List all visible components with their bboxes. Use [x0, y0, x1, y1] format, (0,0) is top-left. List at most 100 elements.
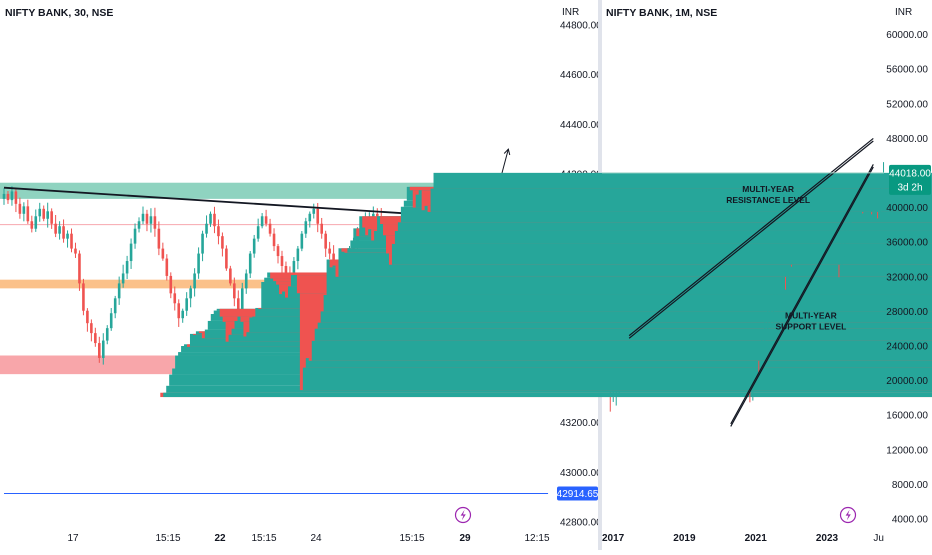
right-lightning-icon[interactable]	[839, 506, 857, 524]
candle-body	[244, 273, 248, 289]
candle-body	[62, 226, 65, 239]
candle-body	[300, 233, 304, 249]
right-channel-lines	[602, 137, 884, 427]
candle-body	[129, 243, 133, 262]
price-label: 42914.65	[557, 489, 599, 500]
candle-body	[248, 253, 252, 274]
left-time-axis[interactable]: 17 15:15 22 15:15 24 15:15 29 12:15	[67, 533, 550, 544]
candle-body	[149, 216, 153, 224]
candle-body	[430, 188, 932, 212]
candle-body	[276, 246, 280, 257]
channel-annotation: MULTI-YEAR	[785, 310, 837, 320]
price-tick-label: 8000.00	[892, 480, 929, 491]
candle-body	[324, 233, 327, 249]
time-tick-label: 15:15	[251, 533, 276, 544]
candle-body	[394, 230, 932, 244]
left-currency-label: INR	[562, 7, 579, 18]
candle-body	[133, 228, 137, 244]
price-tick-label: 40000.00	[886, 203, 928, 214]
candle-body	[2, 193, 6, 199]
candle-body	[145, 213, 149, 224]
time-tick-label: 2019	[673, 533, 696, 544]
candle-body	[105, 328, 109, 341]
candle-body	[213, 213, 216, 227]
candle-body	[304, 221, 308, 234]
candle-body	[165, 258, 169, 276]
time-tick-label: 2023	[816, 533, 839, 544]
candle-body	[328, 248, 331, 254]
candle-body	[177, 303, 181, 319]
time-tick-label: Ju	[873, 533, 884, 544]
price-tick-label: 32000.00	[886, 272, 928, 283]
arrow-head	[503, 148, 511, 156]
time-tick-label: 15:15	[399, 533, 424, 544]
candle-body	[312, 208, 316, 214]
candle-body	[161, 248, 165, 259]
candle-body	[272, 233, 276, 247]
candle-body	[256, 226, 260, 239]
candle-body	[26, 206, 30, 222]
candle-body	[82, 283, 85, 311]
candle-body	[201, 233, 204, 254]
right-candles	[160, 162, 932, 412]
candle-body	[10, 191, 14, 201]
candle-body	[268, 223, 272, 234]
candle-body	[169, 275, 173, 294]
candle-body	[292, 261, 296, 281]
candle-body	[197, 253, 200, 274]
price-tick-label: 60000.00	[886, 30, 928, 41]
candle-body	[58, 226, 61, 234]
candle-body	[280, 256, 284, 266]
price-tick-label: 12000.00	[886, 445, 928, 456]
candle-body	[153, 216, 157, 229]
resistance-line	[628, 137, 874, 337]
candle-body	[308, 213, 312, 222]
countdown-label: 3d 2h	[897, 182, 922, 193]
price-tick-label: 16000.00	[886, 411, 928, 422]
channel-annotation: RESISTANCE LEVEL	[726, 195, 810, 205]
price-tick-label: 48000.00	[886, 134, 928, 145]
support-line	[730, 166, 874, 427]
candle-body	[141, 213, 145, 222]
candle-body	[46, 211, 49, 219]
right-price-labels: 44018.00 3d 2h	[889, 164, 931, 195]
candle-body	[42, 208, 46, 219]
candle-body	[316, 208, 320, 224]
right-price-axis[interactable]: 60000.00 56000.00 52000.00 48000.00 40000.00…	[886, 30, 928, 525]
time-tick-label: 12:15	[524, 533, 549, 544]
channel-annotation: SUPPORT LEVEL	[776, 322, 847, 332]
right-chart-title: NIFTY BANK, 1M, NSE	[606, 7, 717, 19]
right-time-axis[interactable]: 2017 2019 2021 2023 Ju	[602, 533, 884, 544]
candle-body	[311, 340, 932, 361]
candle-body	[30, 221, 34, 229]
price-tick-label: 56000.00	[886, 65, 928, 76]
candle-body	[101, 340, 105, 358]
price-tick-label: 44800.00	[560, 20, 602, 31]
time-tick-label: 22	[214, 533, 226, 544]
time-tick-label: 2017	[602, 533, 625, 544]
candle-body	[6, 193, 10, 201]
left-lightning-icon[interactable]	[454, 506, 472, 524]
candle-body	[433, 172, 932, 189]
time-tick-label: 17	[67, 533, 79, 544]
time-tick-label: 29	[459, 533, 471, 544]
candle-body	[90, 323, 93, 334]
candle-body	[163, 392, 932, 398]
resistance-line	[628, 140, 874, 339]
price-tick-label: 24000.00	[886, 342, 928, 353]
candle-body	[181, 310, 185, 319]
candle-body	[78, 253, 81, 284]
candle-body	[225, 248, 228, 269]
candle-body	[264, 216, 268, 224]
candle-body	[189, 288, 192, 299]
price-tick-label: 42800.00	[560, 518, 602, 529]
candle-body	[209, 213, 212, 224]
time-tick-label: 15:15	[155, 533, 180, 544]
time-tick-label: 24	[310, 533, 322, 544]
price-tick-label: 44400.00	[560, 120, 602, 131]
price-tick-label: 28000.00	[886, 307, 928, 318]
